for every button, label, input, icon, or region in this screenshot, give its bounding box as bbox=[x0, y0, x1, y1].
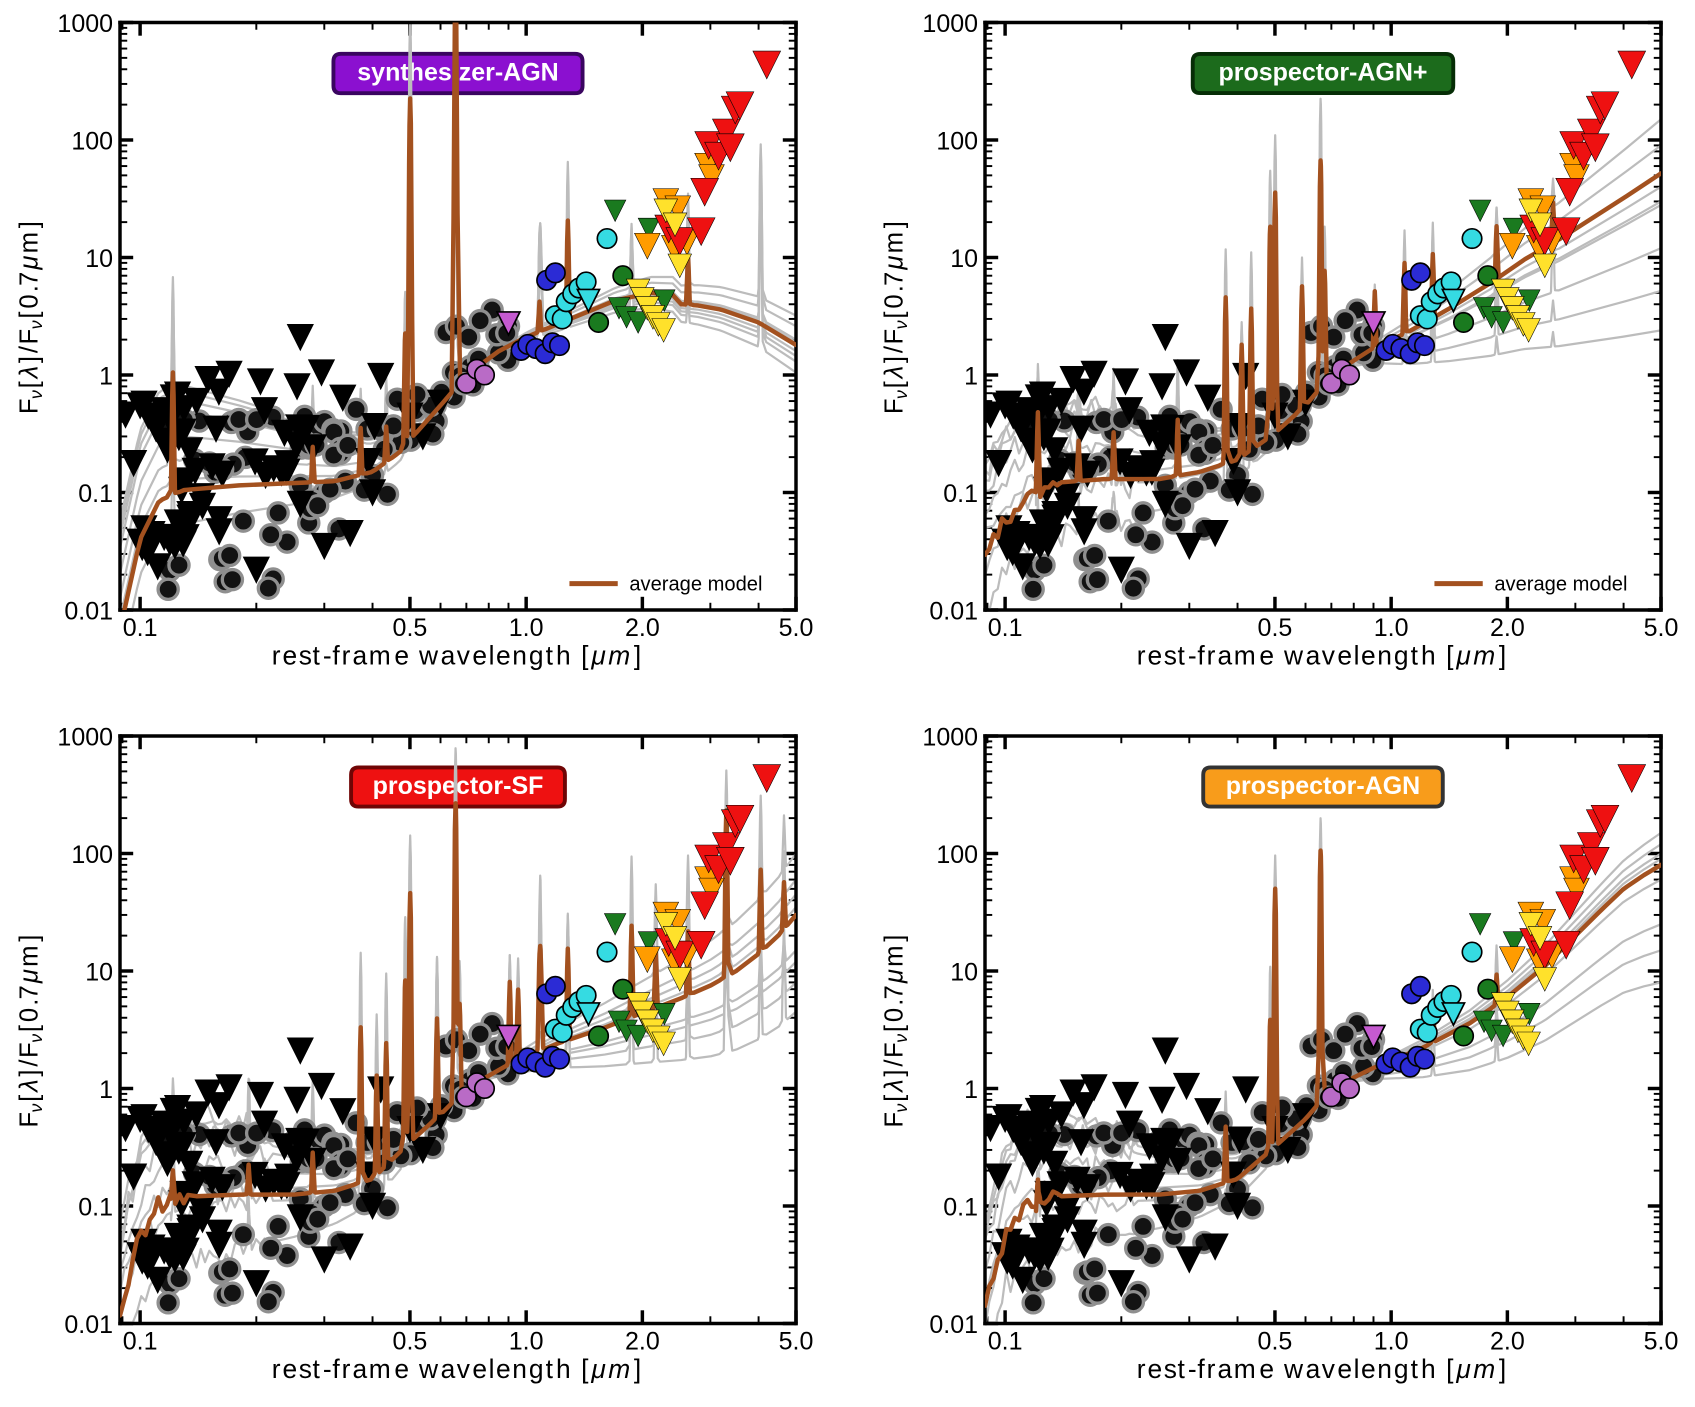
svg-text:0.1: 0.1 bbox=[943, 1193, 978, 1221]
svg-text:1.0: 1.0 bbox=[1374, 614, 1409, 642]
svg-text:1000: 1000 bbox=[57, 10, 113, 38]
svg-text:1000: 1000 bbox=[922, 10, 978, 38]
svg-text:prospector-SF: prospector-SF bbox=[373, 772, 544, 800]
svg-text:1: 1 bbox=[964, 362, 978, 390]
svg-text:1.0: 1.0 bbox=[509, 614, 544, 642]
svg-text:5.0: 5.0 bbox=[779, 614, 814, 642]
svg-text:1.0: 1.0 bbox=[1374, 1327, 1409, 1355]
svg-text:F [ ] /: F [ ] / F [ 0 . 7 m ] ν ν λ μ bbox=[881, 928, 912, 1127]
svg-text:2.0: 2.0 bbox=[625, 1327, 660, 1355]
svg-text:1000: 1000 bbox=[922, 723, 978, 751]
svg-text:prospector-AGN+: prospector-AGN+ bbox=[1218, 58, 1427, 86]
svg-text:1.0: 1.0 bbox=[509, 1327, 544, 1355]
svg-text:0.5: 0.5 bbox=[1258, 1327, 1293, 1355]
svg-text:10: 10 bbox=[950, 958, 978, 986]
svg-text:0.5: 0.5 bbox=[393, 614, 428, 642]
svg-text:5.0: 5.0 bbox=[779, 1327, 814, 1355]
svg-text:r e s t: r e s t - f r a m e w a v e l e n g t h … bbox=[272, 641, 648, 671]
svg-text:F [ ] /: F [ ] / F [ 0 . 7 m ] ν ν λ μ bbox=[16, 928, 47, 1127]
svg-text:0.1: 0.1 bbox=[123, 614, 158, 642]
svg-text:0.01: 0.01 bbox=[929, 597, 978, 625]
svg-text:average model: average model bbox=[1494, 574, 1627, 596]
svg-text:10: 10 bbox=[85, 245, 113, 273]
svg-text:2.0: 2.0 bbox=[625, 614, 660, 642]
svg-text:100: 100 bbox=[936, 841, 978, 869]
svg-text:0.5: 0.5 bbox=[393, 1327, 428, 1355]
svg-text:F [ ] /: F [ ] / F [ 0 . 7 m ] ν ν λ μ bbox=[16, 215, 47, 414]
svg-text:1: 1 bbox=[99, 1076, 113, 1104]
svg-text:10: 10 bbox=[950, 245, 978, 273]
svg-text:5.0: 5.0 bbox=[1644, 614, 1679, 642]
svg-text:100: 100 bbox=[936, 127, 978, 155]
svg-text:F [ ] /: F [ ] / F [ 0 . 7 m ] ν ν λ μ bbox=[881, 215, 912, 414]
svg-text:5.0: 5.0 bbox=[1644, 1327, 1679, 1355]
svg-text:0.01: 0.01 bbox=[64, 597, 113, 625]
svg-text:2.0: 2.0 bbox=[1490, 1327, 1525, 1355]
svg-text:10: 10 bbox=[85, 958, 113, 986]
svg-text:prospector-AGN: prospector-AGN bbox=[1226, 772, 1420, 800]
svg-text:1: 1 bbox=[99, 362, 113, 390]
svg-text:0.1: 0.1 bbox=[78, 1193, 113, 1221]
svg-text:r e s t: r e s t - f r a m e w a v e l e n g t h … bbox=[1137, 641, 1513, 671]
svg-text:0.01: 0.01 bbox=[929, 1311, 978, 1339]
svg-text:0.1: 0.1 bbox=[943, 480, 978, 508]
svg-text:2.0: 2.0 bbox=[1490, 614, 1525, 642]
svg-text:average model: average model bbox=[629, 574, 762, 596]
svg-text:0.1: 0.1 bbox=[123, 1327, 158, 1355]
svg-text:100: 100 bbox=[71, 127, 113, 155]
svg-text:0.1: 0.1 bbox=[78, 480, 113, 508]
svg-text:100: 100 bbox=[71, 841, 113, 869]
svg-text:0.01: 0.01 bbox=[64, 1311, 113, 1339]
svg-text:0.5: 0.5 bbox=[1258, 614, 1293, 642]
svg-text:1: 1 bbox=[964, 1076, 978, 1104]
svg-text:r e s t: r e s t - f r a m e w a v e l e n g t h … bbox=[272, 1354, 648, 1384]
svg-text:0.1: 0.1 bbox=[988, 1327, 1023, 1355]
svg-text:1000: 1000 bbox=[57, 723, 113, 751]
svg-text:0.1: 0.1 bbox=[988, 614, 1023, 642]
svg-text:r e s t: r e s t - f r a m e w a v e l e n g t h … bbox=[1137, 1354, 1513, 1384]
